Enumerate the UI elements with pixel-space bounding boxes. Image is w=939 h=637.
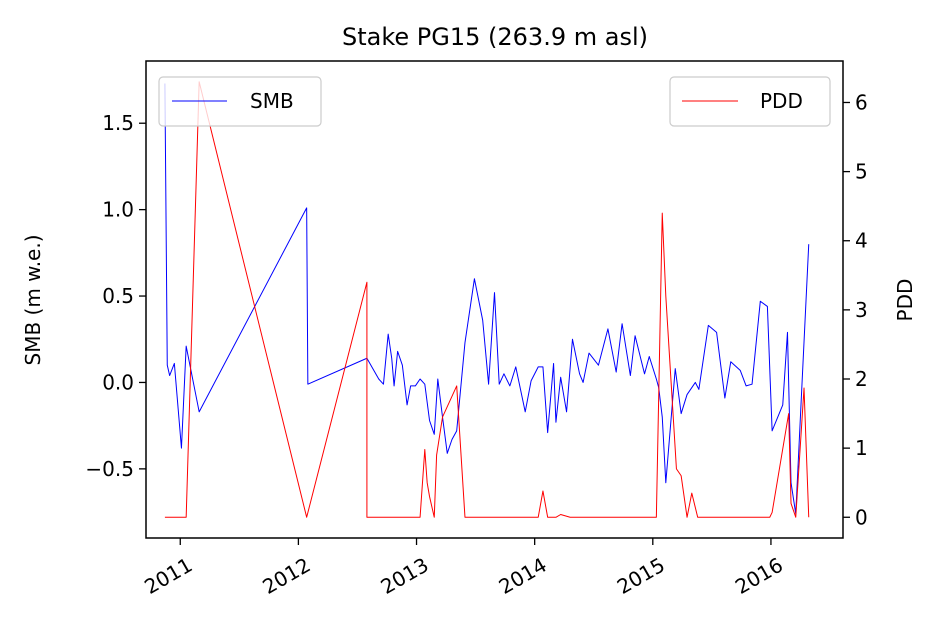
left-y-tick-label: 1.0: [102, 198, 134, 222]
legend-smb: SMB: [158, 76, 322, 127]
right-y-axis: 0 1 2 3 4 5 6: [843, 90, 868, 529]
right-y-tick-label: 4: [855, 229, 868, 253]
pdd-line-path: [164, 81, 810, 518]
right-y-tick-label: 0: [855, 505, 868, 529]
right-y-tick-label: 1: [855, 436, 868, 460]
legend-pdd-box: [669, 76, 831, 127]
legend-pdd: PDD: [669, 76, 831, 127]
left-y-tick-label: 0.0: [102, 370, 134, 394]
plot-frame: [145, 60, 844, 539]
smb-series-line: [164, 83, 810, 515]
left-y-tick-label: 0.5: [102, 284, 134, 308]
legend-pdd-label: PDD: [760, 89, 803, 113]
right-axis-label: PDD: [893, 279, 917, 322]
right-y-tick-label: 6: [855, 90, 868, 114]
left-y-axis: −0.5 0.0 0.5 1.0 1.5: [85, 111, 146, 481]
left-y-tick-label: 1.5: [102, 111, 134, 135]
chart-title: Stake PG15 (263.9 m asl): [342, 23, 648, 51]
right-y-tick-label: 3: [855, 298, 868, 322]
right-y-tick-label: 2: [855, 367, 868, 391]
left-axis-label: SMB (m w.e.): [21, 234, 45, 365]
pdd-series-line: [164, 81, 810, 518]
smb-line-path: [164, 83, 810, 515]
left-y-tick-label: −0.5: [85, 457, 134, 481]
right-y-tick-label: 5: [855, 160, 868, 184]
legend-smb-label: SMB: [250, 89, 294, 113]
legend-smb-box: [158, 76, 322, 127]
